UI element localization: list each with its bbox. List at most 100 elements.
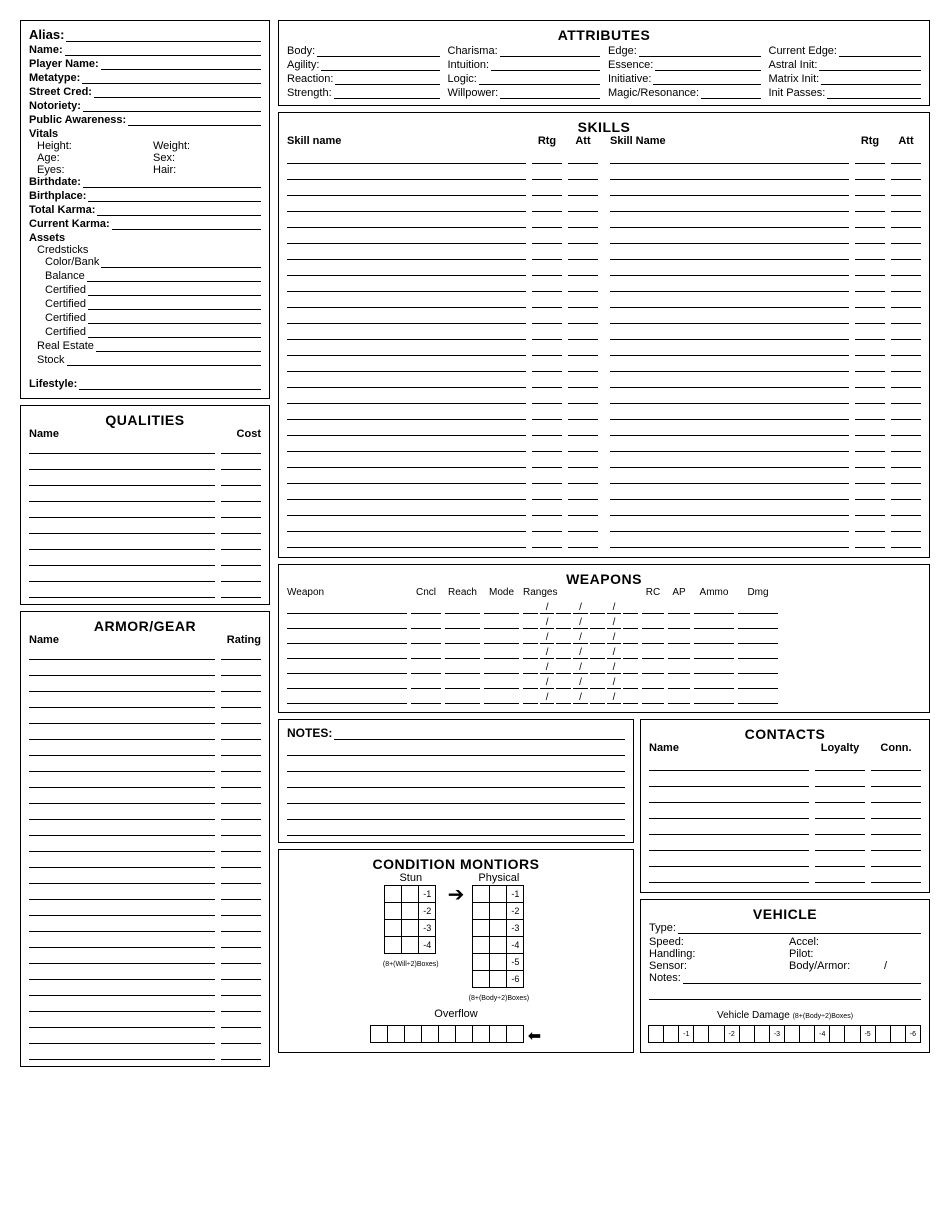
attr-edge-input[interactable]: [639, 45, 761, 57]
skill-name-input[interactable]: [287, 311, 526, 324]
skill-rtg-input[interactable]: [532, 231, 562, 244]
armor-name-input[interactable]: [29, 1014, 215, 1028]
weapon-mode-input[interactable]: [484, 661, 519, 674]
skill-name-input[interactable]: [287, 215, 526, 228]
armor-name-input[interactable]: [29, 934, 215, 948]
skill-rtg-input[interactable]: [855, 167, 885, 180]
contact-loyalty-input[interactable]: [815, 806, 865, 819]
cm-cell[interactable]: [384, 936, 402, 954]
overflow-cell[interactable]: [489, 1025, 507, 1043]
notes-input[interactable]: [287, 742, 625, 756]
cm-cell[interactable]: -2: [418, 902, 436, 920]
vd-cell[interactable]: [890, 1025, 906, 1043]
armor-rating-input[interactable]: [221, 694, 261, 708]
skill-att-input[interactable]: [568, 359, 598, 372]
cm-cell[interactable]: [489, 953, 507, 971]
vd-cell[interactable]: [754, 1025, 770, 1043]
cm-cell[interactable]: [489, 919, 507, 937]
armor-name-input[interactable]: [29, 742, 215, 756]
skill-name-input[interactable]: [287, 391, 526, 404]
skill-att-input[interactable]: [891, 151, 921, 164]
cm-cell[interactable]: [472, 919, 490, 937]
contact-conn-input[interactable]: [871, 774, 921, 787]
cm-cell[interactable]: [472, 953, 490, 971]
weapon-cncl-input[interactable]: [411, 676, 441, 689]
weapon-name-input[interactable]: [287, 601, 407, 614]
weapon-name-input[interactable]: [287, 616, 407, 629]
skill-att-input[interactable]: [568, 199, 598, 212]
armor-name-input[interactable]: [29, 790, 215, 804]
weapon-reach-input[interactable]: [445, 676, 480, 689]
cm-cell[interactable]: [489, 885, 507, 903]
weapon-dmg-input[interactable]: [738, 646, 778, 659]
skill-name-input[interactable]: [610, 279, 849, 292]
armor-rating-input[interactable]: [221, 806, 261, 820]
armor-name-input[interactable]: [29, 774, 215, 788]
cm-cell[interactable]: [384, 919, 402, 937]
skill-att-input[interactable]: [568, 247, 598, 260]
quality-cost-input[interactable]: [221, 520, 261, 534]
armor-rating-input[interactable]: [221, 838, 261, 852]
weapon-name-input[interactable]: [287, 646, 407, 659]
skill-att-input[interactable]: [891, 167, 921, 180]
skill-rtg-input[interactable]: [532, 407, 562, 420]
vd-cell[interactable]: [844, 1025, 860, 1043]
skill-att-input[interactable]: [568, 375, 598, 388]
quality-name-input[interactable]: [29, 584, 215, 598]
overflow-cell[interactable]: [438, 1025, 456, 1043]
skill-name-input[interactable]: [287, 247, 526, 260]
skill-att-input[interactable]: [568, 519, 598, 532]
cm-cell[interactable]: -2: [506, 902, 524, 920]
overflow-cell[interactable]: [472, 1025, 490, 1043]
armor-rating-input[interactable]: [221, 758, 261, 772]
skill-att-input[interactable]: [568, 423, 598, 436]
realestate-input[interactable]: [96, 340, 261, 352]
skill-att-input[interactable]: [891, 343, 921, 356]
skill-rtg-input[interactable]: [855, 423, 885, 436]
weapon-reach-input[interactable]: [445, 601, 480, 614]
weapon-cncl-input[interactable]: [411, 691, 441, 704]
cm-cell[interactable]: -4: [418, 936, 436, 954]
skill-att-input[interactable]: [891, 199, 921, 212]
skill-att-input[interactable]: [568, 455, 598, 468]
vd-cell[interactable]: [875, 1025, 891, 1043]
armor-rating-input[interactable]: [221, 710, 261, 724]
skill-name-input[interactable]: [287, 359, 526, 372]
skill-rtg-input[interactable]: [855, 471, 885, 484]
publicaware-input[interactable]: [128, 114, 261, 126]
overflow-cell[interactable]: [370, 1025, 388, 1043]
cm-cell[interactable]: [472, 902, 490, 920]
armor-rating-input[interactable]: [221, 966, 261, 980]
armor-rating-input[interactable]: [221, 902, 261, 916]
skill-att-input[interactable]: [568, 439, 598, 452]
skill-rtg-input[interactable]: [532, 311, 562, 324]
quality-name-input[interactable]: [29, 440, 215, 454]
skill-name-input[interactable]: [287, 295, 526, 308]
armor-rating-input[interactable]: [221, 870, 261, 884]
attr-matrix-input[interactable]: [821, 73, 921, 85]
skill-rtg-input[interactable]: [532, 439, 562, 452]
skill-name-input[interactable]: [610, 455, 849, 468]
skill-name-input[interactable]: [287, 231, 526, 244]
weapon-ammo-input[interactable]: [694, 616, 734, 629]
attr-passes-input[interactable]: [827, 87, 921, 99]
weapon-ammo-input[interactable]: [694, 646, 734, 659]
armor-name-input[interactable]: [29, 886, 215, 900]
skill-att-input[interactable]: [891, 375, 921, 388]
skill-name-input[interactable]: [610, 327, 849, 340]
skill-rtg-input[interactable]: [532, 535, 562, 548]
weapon-rc-input[interactable]: [642, 691, 664, 704]
weapon-name-input[interactable]: [287, 661, 407, 674]
skill-rtg-input[interactable]: [855, 487, 885, 500]
contact-loyalty-input[interactable]: [815, 790, 865, 803]
skill-rtg-input[interactable]: [532, 279, 562, 292]
skill-rtg-input[interactable]: [855, 407, 885, 420]
skill-att-input[interactable]: [568, 279, 598, 292]
quality-name-input[interactable]: [29, 536, 215, 550]
notes-input[interactable]: [287, 822, 625, 836]
cm-cell[interactable]: -1: [418, 885, 436, 903]
quality-cost-input[interactable]: [221, 552, 261, 566]
skill-name-input[interactable]: [287, 455, 526, 468]
weapon-reach-input[interactable]: [445, 661, 480, 674]
skill-name-input[interactable]: [610, 263, 849, 276]
